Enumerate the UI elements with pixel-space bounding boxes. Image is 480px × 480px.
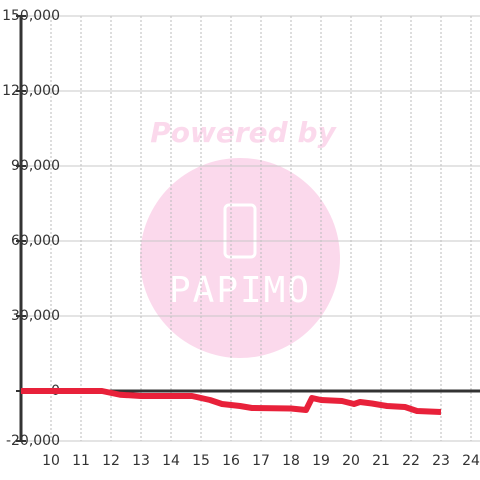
x-tick-label: 12	[102, 453, 120, 469]
x-tick-label: 23	[432, 453, 450, 469]
y-tick-label: 60,000	[11, 233, 60, 249]
y-tick-label: 30,000	[11, 308, 60, 324]
watermark-text: Powered by	[150, 116, 337, 149]
x-tick-label: 19	[312, 453, 330, 469]
watermark: Powered by PAPIMO	[140, 116, 340, 358]
y-tick-label: 90,000	[11, 158, 60, 174]
x-tick-label: 21	[372, 453, 390, 469]
x-tick-label: 22	[402, 453, 420, 469]
x-tick-label: 18	[282, 453, 300, 469]
x-tick-label: 15	[192, 453, 210, 469]
x-tick-label: 16	[222, 453, 240, 469]
x-tick-label: 11	[72, 453, 90, 469]
watermark-brand: PAPIMO	[169, 270, 311, 311]
x-tick-label: 14	[162, 453, 180, 469]
data-line	[21, 388, 442, 415]
y-tick-label: 150,000	[2, 8, 60, 24]
watermark-phone	[223, 203, 257, 259]
y-tick-label: -20,000	[6, 433, 60, 449]
x-tick-label: 10	[42, 453, 60, 469]
x-tick-label: 20	[342, 453, 360, 469]
x-tick-label: 13	[132, 453, 150, 469]
y-tick-label: 120,000	[2, 83, 60, 99]
x-tick-label: 17	[252, 453, 270, 469]
x-tick-label: 24	[462, 453, 480, 469]
